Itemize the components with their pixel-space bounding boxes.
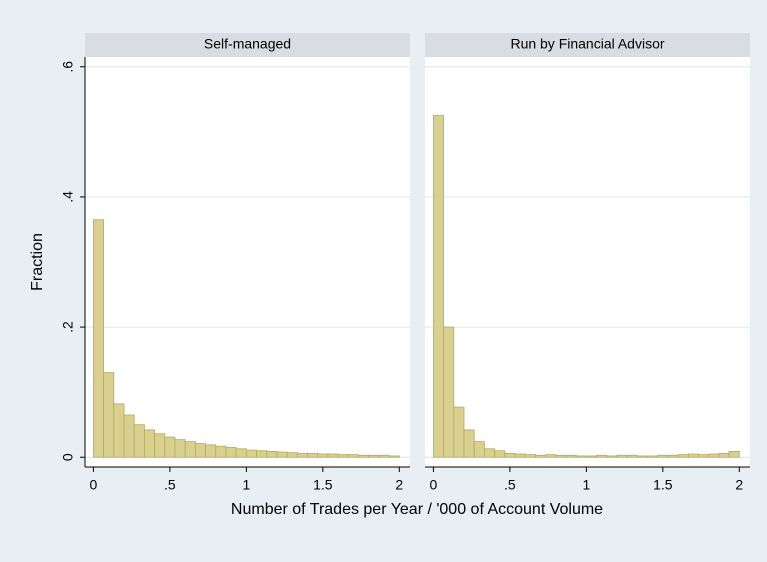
bar [286, 452, 298, 458]
bar [164, 436, 176, 458]
bar [687, 453, 699, 458]
bar [205, 444, 217, 458]
bar [368, 454, 380, 458]
bar [184, 441, 196, 458]
bar [504, 452, 516, 458]
x-tick-label: 0 [90, 477, 98, 493]
bar [225, 447, 237, 458]
bar [636, 455, 648, 458]
x-tick-label: 2 [735, 477, 743, 493]
bar [433, 115, 445, 458]
panel-header [425, 33, 750, 57]
bar [575, 455, 587, 458]
bar [708, 453, 720, 458]
bar [317, 453, 329, 458]
x-tick-label: 1 [582, 477, 590, 493]
bar [453, 406, 465, 458]
bar [728, 450, 740, 458]
x-tick-label: 1.5 [653, 477, 673, 493]
x-tick-label: 0 [430, 477, 438, 493]
x-tick-label: .5 [164, 477, 176, 493]
plot-area [425, 57, 750, 467]
bar [606, 455, 618, 458]
y-tick-label: .2 [60, 321, 76, 333]
bar [378, 454, 390, 458]
x-tick-label: 1.5 [313, 477, 333, 493]
y-tick-label: 0 [60, 453, 76, 461]
bar [443, 326, 455, 458]
bar [143, 429, 155, 458]
y-tick-label: .6 [60, 61, 76, 73]
bar [245, 449, 257, 458]
bar [494, 450, 506, 458]
bar [555, 454, 567, 458]
bar [677, 454, 689, 458]
bar [596, 454, 608, 458]
bar [123, 414, 135, 458]
bar [358, 454, 370, 458]
bar [667, 454, 679, 458]
bar [174, 439, 186, 458]
bar [307, 452, 319, 458]
bar [266, 450, 278, 458]
x-tick-label: .5 [504, 477, 516, 493]
bar [194, 443, 206, 458]
bar [215, 445, 227, 458]
bar [276, 451, 288, 458]
panel-title: Self-managed [204, 36, 291, 52]
bar [473, 441, 485, 458]
bar [514, 453, 526, 458]
bar [154, 433, 166, 458]
bar [524, 454, 536, 458]
bar [585, 455, 597, 458]
plot-area [85, 57, 410, 467]
bar [103, 372, 115, 458]
panel-title: Run by Financial Advisor [510, 36, 664, 52]
bar [545, 454, 557, 458]
bar [337, 454, 349, 458]
bar [388, 455, 400, 458]
bar [534, 454, 546, 458]
bar [616, 454, 628, 458]
bar [296, 452, 308, 458]
bar [327, 453, 339, 458]
y-axis-label: Fraction [29, 233, 46, 291]
y-tick-label: .4 [60, 191, 76, 203]
bar [647, 455, 659, 458]
x-tick-label: 1 [242, 477, 250, 493]
bar [347, 454, 359, 458]
bar [256, 450, 268, 458]
bar [657, 454, 669, 458]
bar [698, 454, 710, 458]
bar [235, 448, 247, 458]
panel-header [85, 33, 410, 57]
bar [565, 454, 577, 458]
bar [93, 219, 105, 458]
bar [113, 403, 125, 458]
x-axis-label: Number of Trades per Year / '000 of Acco… [231, 501, 603, 518]
bar [626, 454, 638, 458]
bar [133, 424, 145, 458]
bar [718, 452, 730, 458]
bar [463, 429, 475, 458]
x-tick-label: 2 [395, 477, 403, 493]
bar [483, 448, 495, 458]
